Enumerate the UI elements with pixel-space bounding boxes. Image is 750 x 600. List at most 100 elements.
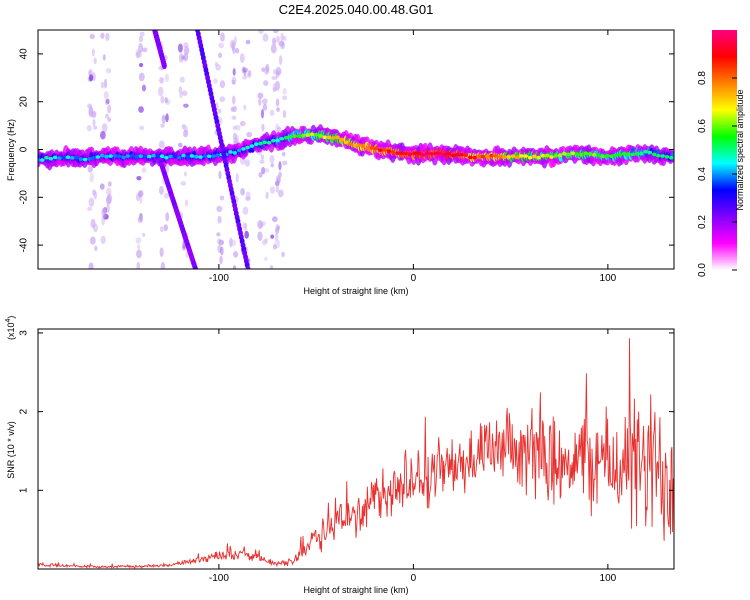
ridge-core: [630, 152, 635, 157]
ridge-core: [420, 153, 426, 157]
noise-dot: [136, 176, 142, 181]
noise-dot: [276, 35, 280, 43]
noise-dot: [163, 224, 168, 232]
noise-dot: [275, 123, 280, 133]
noise-dot: [135, 237, 142, 244]
ridge-core: [592, 153, 597, 157]
noise-dot: [280, 32, 284, 41]
noise-dot: [138, 35, 144, 43]
noise-dot: [262, 98, 268, 105]
ridge-core: [433, 151, 439, 156]
noise-dot: [219, 96, 226, 103]
noise-dot: [183, 42, 189, 49]
y-tick-label: -20: [19, 190, 30, 205]
ridge-core: [395, 151, 400, 156]
noise-dot: [257, 231, 263, 241]
noise-dot: [94, 245, 98, 252]
colorbar-gradient: [712, 30, 737, 270]
ridge-core: [82, 157, 88, 162]
noise-dot: [278, 171, 282, 178]
noise-dot: [278, 40, 285, 47]
noise-dot: [141, 232, 146, 237]
noise-dot: [216, 232, 221, 237]
ridge-core: [527, 155, 533, 160]
ridge-core: [365, 146, 370, 151]
noise-dot: [160, 123, 165, 128]
noise-dot: [93, 190, 98, 200]
noise-dot: [99, 183, 105, 190]
ridge-core: [232, 151, 238, 155]
ridge-core: [112, 154, 118, 158]
ridge-core: [236, 148, 242, 153]
noise-dot: [264, 237, 268, 243]
ridge-core: [497, 154, 503, 159]
figure-title: C2E4.2025.040.00.48.G01: [279, 2, 434, 17]
ridge-core: [95, 155, 101, 159]
noise-dot: [258, 171, 263, 178]
noise-dot: [242, 206, 249, 215]
ridge-core: [241, 147, 246, 151]
noise-dot: [265, 191, 269, 200]
y-tick-label: 0: [19, 146, 30, 152]
noise-dot: [105, 68, 112, 74]
ridge-core: [360, 144, 366, 149]
noise-dot: [281, 151, 286, 157]
ridge-core: [643, 149, 648, 154]
noise-dot: [137, 216, 143, 224]
noise-dot: [103, 91, 109, 100]
noise-dot: [177, 142, 183, 148]
noise-dot: [86, 124, 92, 132]
ridge-core: [476, 155, 481, 159]
snr-ticks: -100 0 100 1 2 3: [19, 329, 674, 584]
ridge-core: [275, 138, 280, 143]
noise-dot: [243, 104, 247, 111]
noise-dot: [262, 33, 269, 42]
noise-dot: [183, 129, 189, 138]
noise-dot: [278, 161, 282, 171]
noise-dot: [89, 172, 94, 183]
ridge-core: [506, 155, 511, 159]
ridge-core: [288, 135, 293, 139]
ridge-core: [651, 152, 657, 157]
ridge-core: [450, 153, 456, 158]
colorbar-tick-label: 0.6: [697, 119, 708, 133]
ridge-core: [65, 155, 71, 160]
noise-dot: [272, 37, 277, 46]
noise-dot: [235, 172, 239, 183]
noise-dot: [219, 195, 225, 201]
ridge-core: [202, 154, 208, 158]
ridge-core: [164, 155, 169, 160]
ridge-core: [40, 158, 45, 162]
x-tick-label: -100: [209, 273, 229, 284]
ridge-core: [61, 155, 66, 160]
ridge-core: [206, 154, 212, 159]
ridge-core: [194, 154, 199, 159]
noise-dot: [88, 262, 94, 269]
noise-dot: [262, 103, 268, 111]
noise-dot: [235, 134, 240, 144]
ridge-core: [570, 151, 576, 156]
ridge-core: [181, 153, 186, 158]
noise-dot: [99, 130, 106, 140]
noise-dot: [275, 70, 281, 75]
noise-dot: [89, 236, 96, 245]
noise-dot: [274, 231, 279, 241]
ridge-core: [664, 155, 670, 159]
noise-dot: [281, 251, 285, 258]
ridge-core: [510, 154, 516, 159]
noise-dot: [106, 187, 112, 196]
ridge-core: [549, 155, 554, 159]
noise-dot: [160, 95, 165, 104]
noise-dot: [246, 131, 253, 138]
ridge-core: [335, 135, 340, 140]
noise-dot: [183, 103, 189, 108]
ridge-core: [117, 154, 122, 159]
noise-dot: [107, 181, 112, 187]
noise-dot: [260, 154, 265, 160]
ridge-core: [617, 152, 623, 157]
ridge-core: [373, 146, 379, 151]
noise-dot: [264, 168, 270, 173]
noise-dot: [274, 80, 281, 91]
ridge-core: [198, 155, 203, 159]
